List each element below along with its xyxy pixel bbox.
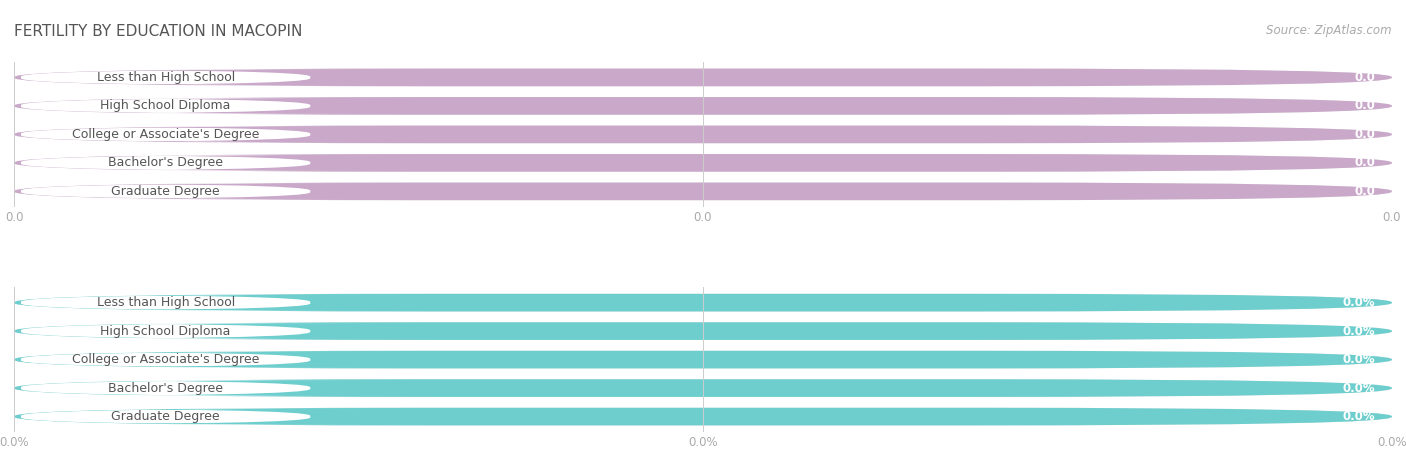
Text: High School Diploma: High School Diploma xyxy=(100,99,231,113)
FancyBboxPatch shape xyxy=(14,68,1392,86)
Text: FERTILITY BY EDUCATION IN MACOPIN: FERTILITY BY EDUCATION IN MACOPIN xyxy=(14,24,302,39)
FancyBboxPatch shape xyxy=(0,294,366,311)
FancyBboxPatch shape xyxy=(0,352,366,368)
FancyBboxPatch shape xyxy=(14,322,1392,340)
Text: 0.0%: 0.0% xyxy=(1343,381,1375,395)
FancyBboxPatch shape xyxy=(14,182,1392,200)
FancyBboxPatch shape xyxy=(0,408,366,425)
Text: High School Diploma: High School Diploma xyxy=(100,324,231,338)
FancyBboxPatch shape xyxy=(14,97,1392,115)
FancyBboxPatch shape xyxy=(0,126,366,142)
Text: College or Associate's Degree: College or Associate's Degree xyxy=(72,353,259,366)
FancyBboxPatch shape xyxy=(0,155,366,171)
FancyBboxPatch shape xyxy=(14,379,1392,397)
FancyBboxPatch shape xyxy=(14,408,1392,426)
FancyBboxPatch shape xyxy=(14,125,1392,143)
Text: 0.0%: 0.0% xyxy=(1343,324,1375,338)
Text: Bachelor's Degree: Bachelor's Degree xyxy=(108,381,224,395)
Text: Less than High School: Less than High School xyxy=(97,296,235,309)
FancyBboxPatch shape xyxy=(0,380,366,396)
FancyBboxPatch shape xyxy=(0,98,366,114)
FancyBboxPatch shape xyxy=(0,183,366,199)
FancyBboxPatch shape xyxy=(14,294,1392,312)
Text: Bachelor's Degree: Bachelor's Degree xyxy=(108,156,224,170)
Text: 0.0: 0.0 xyxy=(1354,71,1375,84)
FancyBboxPatch shape xyxy=(14,182,1392,200)
FancyBboxPatch shape xyxy=(14,97,1392,115)
Text: 0.0: 0.0 xyxy=(1354,128,1375,141)
Text: Graduate Degree: Graduate Degree xyxy=(111,185,219,198)
Text: Less than High School: Less than High School xyxy=(97,71,235,84)
FancyBboxPatch shape xyxy=(14,322,1392,340)
Text: 0.0: 0.0 xyxy=(1354,156,1375,170)
FancyBboxPatch shape xyxy=(14,408,1392,426)
FancyBboxPatch shape xyxy=(14,351,1392,369)
Text: Source: ZipAtlas.com: Source: ZipAtlas.com xyxy=(1267,24,1392,37)
FancyBboxPatch shape xyxy=(14,154,1392,172)
Text: 0.0%: 0.0% xyxy=(1343,353,1375,366)
FancyBboxPatch shape xyxy=(14,68,1392,86)
FancyBboxPatch shape xyxy=(0,323,366,339)
FancyBboxPatch shape xyxy=(14,294,1392,312)
FancyBboxPatch shape xyxy=(14,379,1392,397)
Text: 0.0%: 0.0% xyxy=(1343,410,1375,423)
Text: Graduate Degree: Graduate Degree xyxy=(111,410,219,423)
FancyBboxPatch shape xyxy=(14,351,1392,369)
Text: 0.0%: 0.0% xyxy=(1343,296,1375,309)
Text: 0.0: 0.0 xyxy=(1354,185,1375,198)
FancyBboxPatch shape xyxy=(14,154,1392,172)
FancyBboxPatch shape xyxy=(0,69,366,86)
Text: 0.0: 0.0 xyxy=(1354,99,1375,113)
FancyBboxPatch shape xyxy=(14,125,1392,143)
Text: College or Associate's Degree: College or Associate's Degree xyxy=(72,128,259,141)
